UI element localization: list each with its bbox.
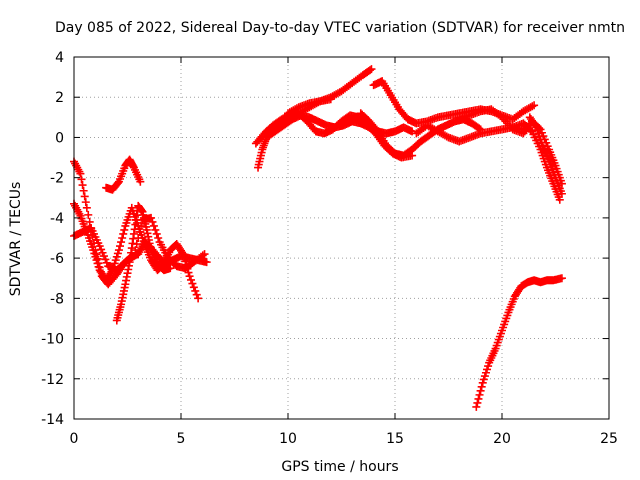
axes: 0 5 10 15 20 25 -14 -12 -10 -8 -6 -4 -2 0 2 4	[41, 50, 618, 447]
data-point	[474, 394, 483, 403]
data-point	[147, 213, 156, 222]
data-point	[477, 382, 486, 391]
data-point	[557, 189, 566, 198]
data-point	[557, 274, 566, 283]
data-point	[120, 225, 129, 234]
x-tick-label: 5	[177, 431, 186, 447]
data-point	[191, 286, 200, 295]
data-point	[179, 250, 188, 259]
series-arc-16	[472, 274, 566, 411]
data-point	[117, 238, 126, 247]
data-point	[85, 217, 94, 226]
data-point	[151, 225, 160, 234]
data-point	[473, 398, 482, 407]
data-point	[186, 275, 195, 284]
data-point	[80, 192, 89, 201]
y-tick-label: -10	[41, 332, 64, 348]
data-point	[442, 132, 451, 141]
data-point	[118, 234, 127, 242]
series-arc-5	[112, 201, 175, 325]
chart-title: Day 085 of 2022, Sidereal Day-to-day VTE…	[55, 20, 625, 36]
series-arc-9	[284, 95, 335, 118]
data-point	[366, 66, 375, 75]
x-axis-label: GPS time / hours	[281, 459, 398, 475]
data-point	[200, 250, 209, 259]
data-point	[154, 234, 163, 242]
data-point	[372, 125, 381, 134]
data-point	[292, 104, 301, 113]
y-axis-label: SDTVAR / TECUs	[8, 182, 24, 297]
data-point	[152, 229, 161, 238]
y-tick-label: -4	[50, 211, 64, 227]
data-point	[189, 283, 198, 292]
data-point	[185, 272, 194, 281]
data-point	[178, 248, 187, 257]
data-point	[531, 121, 540, 130]
data-point	[475, 390, 484, 399]
y-tick-label: -12	[41, 372, 64, 388]
y-tick-label: -14	[41, 412, 64, 428]
data-point	[148, 217, 157, 226]
data-point	[530, 101, 539, 110]
data-point	[137, 221, 146, 230]
x-tick-label: 15	[386, 431, 404, 447]
data-point	[136, 177, 145, 186]
x-tick-label: 10	[279, 431, 297, 447]
data-point	[528, 102, 537, 111]
data-point	[181, 257, 190, 266]
data-point	[149, 221, 158, 230]
data-point	[81, 198, 90, 207]
data-point	[114, 246, 123, 255]
data-point	[116, 242, 125, 251]
x-tick-label: 0	[70, 431, 79, 447]
data-point	[198, 251, 207, 260]
data-point	[76, 169, 85, 178]
data-point	[367, 65, 376, 74]
data-point	[119, 229, 128, 238]
series-arc-15	[525, 113, 566, 198]
data-point	[135, 227, 144, 236]
data-point	[192, 290, 201, 299]
y-tick-label: 2	[55, 90, 64, 106]
data-point	[113, 179, 122, 188]
y-tick-label: 4	[55, 50, 64, 66]
series-arc-4	[102, 155, 145, 194]
data-point	[79, 186, 88, 195]
data-point	[77, 175, 86, 184]
series-arc-14	[508, 119, 564, 204]
y-tick-label: -6	[50, 251, 64, 267]
data-point	[526, 126, 535, 135]
y-tick-label: 0	[55, 130, 64, 146]
data-point	[188, 279, 197, 288]
x-tick-label: 20	[493, 431, 511, 447]
x-tick-label: 25	[600, 431, 618, 447]
plot-area	[70, 65, 566, 411]
data-point	[84, 210, 93, 219]
data-point	[476, 386, 485, 395]
series-arc-3	[70, 213, 209, 275]
data-point	[326, 95, 335, 104]
data-point	[555, 195, 564, 204]
data-point	[472, 402, 481, 411]
data-point	[202, 258, 211, 267]
data-point	[194, 294, 203, 303]
plot-frame	[73, 56, 610, 420]
data-point	[82, 203, 91, 212]
y-tick-label: -2	[50, 171, 64, 187]
y-tick-label: -8	[50, 291, 64, 307]
data-point	[180, 253, 189, 262]
data-point	[78, 181, 87, 190]
data-point	[166, 264, 175, 273]
